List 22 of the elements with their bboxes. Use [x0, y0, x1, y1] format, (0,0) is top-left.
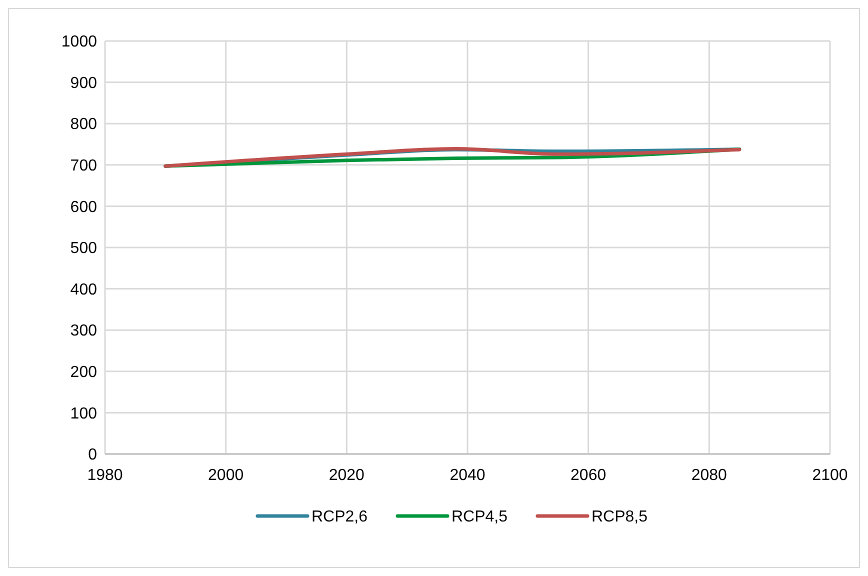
y-tick-label: 200	[70, 364, 98, 381]
y-tick-label: 400	[70, 281, 98, 298]
x-tick-label: 2060	[570, 467, 606, 484]
x-tick-label: 2040	[450, 467, 486, 484]
x-tick-label: 2080	[691, 467, 728, 484]
y-tick-label: 0	[88, 446, 98, 464]
legend-label: RCP8,5	[592, 508, 648, 526]
y-tick-label: 700	[70, 158, 98, 174]
x-tick-label: 2020	[328, 467, 365, 484]
y-tick-label: 300	[70, 322, 98, 340]
y-tick-label: 600	[70, 198, 98, 216]
legend-label: RCP2,6	[312, 508, 368, 526]
x-tick-label: 1980	[87, 467, 123, 484]
y-tick-label: 100	[70, 405, 98, 422]
y-tick-label: 500	[70, 240, 98, 258]
line-series	[164, 147, 742, 168]
y-tick-label: 800	[70, 116, 98, 134]
legend-label: RCP4,5	[452, 508, 508, 526]
y-tick-label: 1000	[61, 34, 98, 51]
x-tick-label: 2000	[208, 467, 244, 484]
x-tick-label: 2100	[812, 467, 848, 484]
y-tick-label: 900	[70, 74, 98, 92]
